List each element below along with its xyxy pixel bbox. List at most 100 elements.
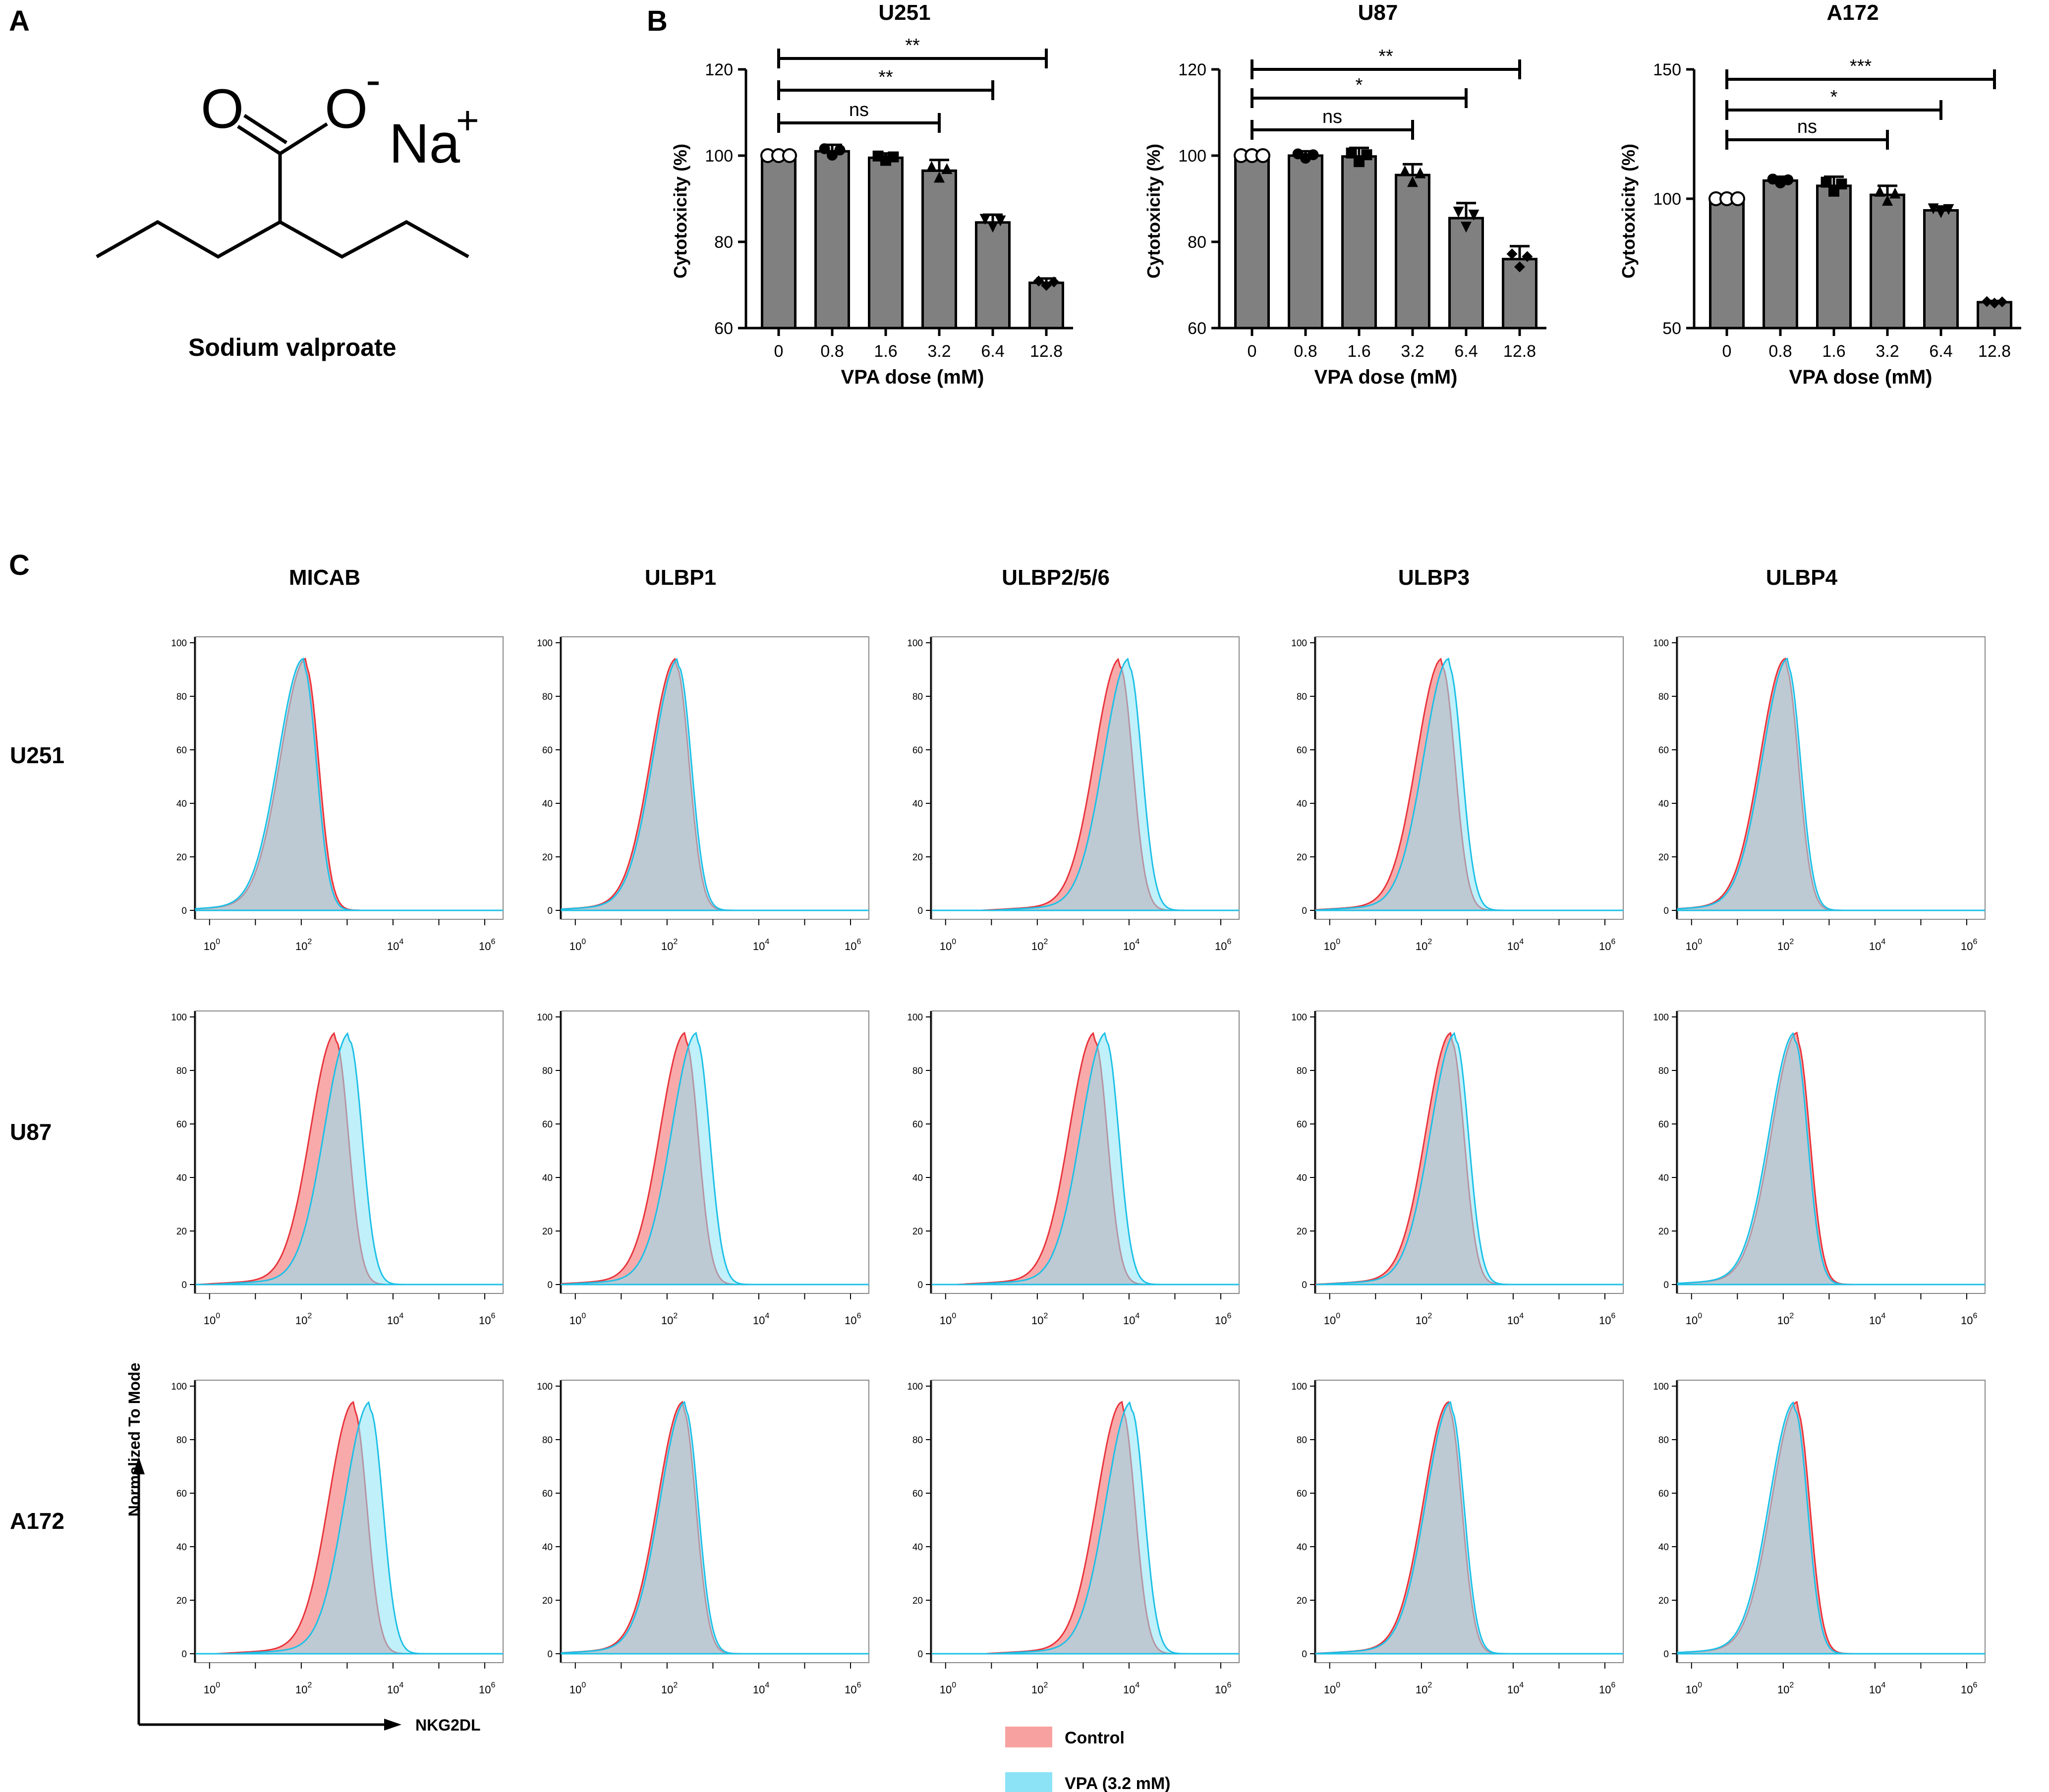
- histogram-y-tick-label: 0: [917, 1649, 923, 1660]
- column-title-micab: MICAB: [289, 565, 360, 590]
- bar: [1448, 217, 1484, 330]
- histogram-x-tick-label: 104: [1123, 1312, 1139, 1327]
- histogram-y-tick-label: 100: [171, 1012, 187, 1023]
- x-tick-label: 0: [774, 342, 784, 361]
- histogram-y-tick-label: 0: [917, 1280, 923, 1290]
- histogram-y-tick-label: 60: [176, 1489, 187, 1499]
- histogram-x-tick-label: 100: [204, 938, 220, 952]
- flow-global-axes: Normalized To Mode NKG2DL: [125, 1363, 481, 1734]
- histogram-y-tick-label: 40: [542, 799, 553, 809]
- data-point: [819, 143, 830, 155]
- histogram-x-tick-label: 102: [1777, 1312, 1794, 1327]
- y-tick-label: 50: [1662, 319, 1681, 338]
- control-histogram: [1677, 1031, 1985, 1286]
- histogram-y-tick-label: 80: [542, 1435, 553, 1446]
- histogram-y-tick-label: 0: [181, 906, 187, 916]
- histogram-x-tick-label: 100: [1686, 938, 1702, 952]
- histogram-x-tick-label: 102: [661, 1681, 678, 1696]
- column-title-ulbp3: ULBP3: [1398, 565, 1470, 590]
- histogram-y-tick-label: 100: [537, 1012, 553, 1023]
- histogram-y-tick-label: 20: [542, 1596, 553, 1606]
- bar-chart-u87: U87 60 80 100 120 Cytotoxicity (%) 0 0.8 1.6 3.2 6…: [1143, 0, 1546, 388]
- histogram-y-tick-label: 80: [1297, 692, 1307, 702]
- y-tick-label: 60: [714, 319, 733, 338]
- sodium-atom: Na: [389, 112, 460, 174]
- histogram-y-tick-label: 80: [176, 1066, 187, 1076]
- bar: [868, 156, 904, 330]
- histogram-x-tick-label: 106: [479, 1312, 495, 1327]
- row-title-u87: U87: [10, 1119, 52, 1145]
- histogram-x-tick-label: 104: [1123, 1681, 1139, 1696]
- histogram-x-tick-label: 106: [1599, 1681, 1615, 1696]
- histogram-x-tick-label: 104: [1869, 1312, 1885, 1327]
- histogram-y-tick-label: 40: [176, 1542, 187, 1553]
- vpa-histogram: [1677, 657, 1985, 911]
- data-point: [1453, 206, 1464, 218]
- histogram-x-tick-label: 104: [753, 1681, 769, 1696]
- histogram-x-tick-label: 100: [569, 1312, 586, 1327]
- data-point: [1996, 296, 2008, 308]
- histogram-frame: [195, 1010, 504, 1294]
- data-point: [1506, 248, 1518, 260]
- histogram-y-tick-label: 100: [1653, 1012, 1669, 1023]
- histogram-y-tick-label: 60: [542, 1489, 553, 1499]
- vpa-histogram: [1316, 1032, 1623, 1286]
- vpa-histogram: [932, 1032, 1239, 1286]
- vpa-histogram: [1677, 1032, 1985, 1286]
- histogram-x-tick-label: 106: [1599, 1312, 1615, 1327]
- histogram-y-tick-label: 20: [1297, 1227, 1307, 1237]
- x-tick-label: 0: [1248, 342, 1257, 361]
- flow-histogram-a172-ulbp2-5-6: 0 20 40 60 80 100 100 102 104 106: [907, 1380, 1240, 1696]
- x-tick-label: 0.8: [820, 342, 844, 361]
- histogram-frame: [195, 636, 504, 920]
- histogram-y-tick-label: 80: [1658, 1066, 1669, 1076]
- y-tick-label: 100: [1178, 147, 1206, 166]
- histogram-x-tick-label: 102: [1031, 938, 1048, 952]
- histogram-y-tick-label: 0: [181, 1649, 187, 1660]
- data-point: [1033, 276, 1044, 287]
- atom-oxygen-carbonyl: O: [201, 78, 244, 140]
- histogram-x-tick-label: 106: [845, 938, 861, 952]
- histogram-y-tick-label: 60: [176, 745, 187, 756]
- histogram-x-tick-label: 106: [479, 938, 495, 952]
- flow-histogram-u87-ulbp1: 0 20 40 60 80 100 100 102 104 106: [537, 1010, 869, 1327]
- histogram-y-tick-label: 60: [1658, 745, 1669, 756]
- data-point: [1415, 167, 1426, 178]
- y-tick-label: 80: [1188, 233, 1206, 252]
- histogram-frame: [195, 1380, 504, 1663]
- histogram-x-tick-label: 102: [1031, 1312, 1048, 1327]
- histogram-y-tick-label: 20: [1658, 1596, 1669, 1606]
- x-tick-label: 0: [1722, 342, 1732, 361]
- histogram-y-tick-label: 80: [912, 1066, 923, 1076]
- histogram-y-tick-label: 40: [1658, 799, 1669, 809]
- normalized-axis-arrowhead: [133, 1457, 145, 1474]
- x-tick-label: 12.8: [1503, 342, 1536, 361]
- data-point: [1514, 261, 1525, 273]
- histogram-y-tick-label: 0: [1302, 1280, 1307, 1290]
- histogram-frame: [561, 1010, 869, 1294]
- histogram-x-tick-label: 104: [1123, 938, 1139, 952]
- data-point: [1928, 203, 1939, 215]
- bar: [975, 221, 1011, 330]
- histogram-y-tick-label: 0: [1663, 906, 1669, 916]
- histogram-x-tick-label: 100: [1324, 1681, 1340, 1696]
- histogram-y-tick-label: 60: [176, 1120, 187, 1130]
- histogram-y-tick-label: 0: [1663, 1280, 1669, 1290]
- column-title-ulbp2-5-6: ULBP2/5/6: [1002, 565, 1110, 590]
- data-point: [1943, 204, 1954, 215]
- histogram-y-tick-label: 100: [1291, 1382, 1307, 1392]
- y-tick-label: 150: [1653, 60, 1681, 79]
- bar: [1341, 155, 1377, 330]
- y-axis-label: Cytotoxicity (%): [1618, 144, 1639, 279]
- legend-swatch-control: [1005, 1727, 1052, 1747]
- histogram-x-tick-label: 106: [479, 1681, 495, 1696]
- bar: [761, 154, 797, 330]
- histogram-y-tick-label: 40: [1297, 799, 1307, 809]
- data-point: [1048, 276, 1060, 287]
- flow-histogram-u251-micab: 0 20 40 60 80 100 100 102 104 106: [171, 636, 504, 952]
- histogram-x-tick-label: 106: [1961, 938, 1977, 952]
- histogram-x-tick-label: 102: [295, 1312, 312, 1327]
- histogram-x-tick-label: 100: [204, 1681, 220, 1696]
- histogram-y-tick-label: 40: [176, 1173, 187, 1183]
- x-tick-label: 12.8: [1978, 342, 2011, 361]
